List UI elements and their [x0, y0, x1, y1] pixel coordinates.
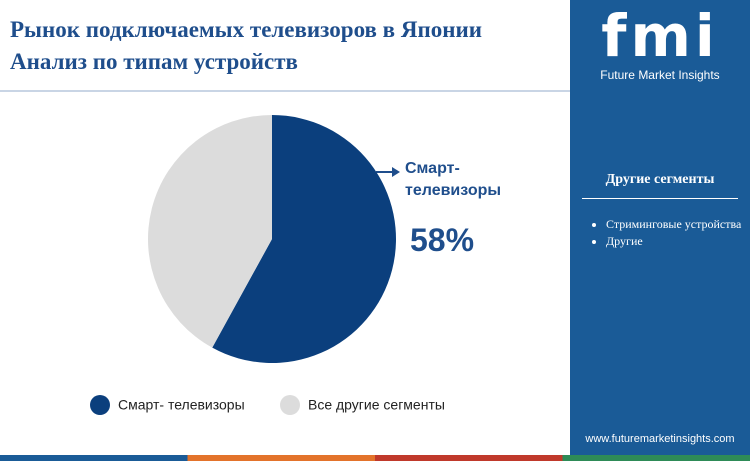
- logo: fmi: [601, 2, 719, 70]
- data-label: 58%: [410, 222, 475, 258]
- segment-item: Стриминговые устройства: [606, 216, 750, 233]
- divider: [582, 198, 738, 199]
- legend-label: Смарт- телевизоры: [118, 397, 245, 413]
- legend-swatch: [280, 395, 300, 415]
- pie-slice: [148, 115, 272, 348]
- legend-label: Все другие сегменты: [308, 397, 445, 413]
- divider: [0, 90, 570, 92]
- chart: Смарт- телевизоры Все другие сегменты: [90, 115, 445, 415]
- legend-swatch: [90, 395, 110, 415]
- pie-slice: [212, 115, 396, 364]
- sidebar-heading: Другие сегменты: [605, 172, 715, 187]
- callout-arrowhead: [392, 167, 400, 177]
- segment-item: Другие: [606, 233, 750, 250]
- title-line: Рынок подключаемых телевизоров в Японии: [10, 17, 482, 42]
- brand: Future Market Insights: [600, 68, 720, 82]
- title-line: Анализ по типам устройств: [10, 49, 298, 74]
- sidebar: fmi Future Market Insights Другие сегмен…: [570, 0, 750, 455]
- callout-label: Смарт- телевизоры: [405, 160, 502, 199]
- footer-stripe: [0, 455, 750, 461]
- url: www.futuremarketinsights.com: [585, 433, 735, 445]
- chart-title: Рынок подключаемых телевизоров в Японии …: [10, 14, 482, 78]
- segment-list: Стриминговые устройства Другие: [590, 216, 750, 250]
